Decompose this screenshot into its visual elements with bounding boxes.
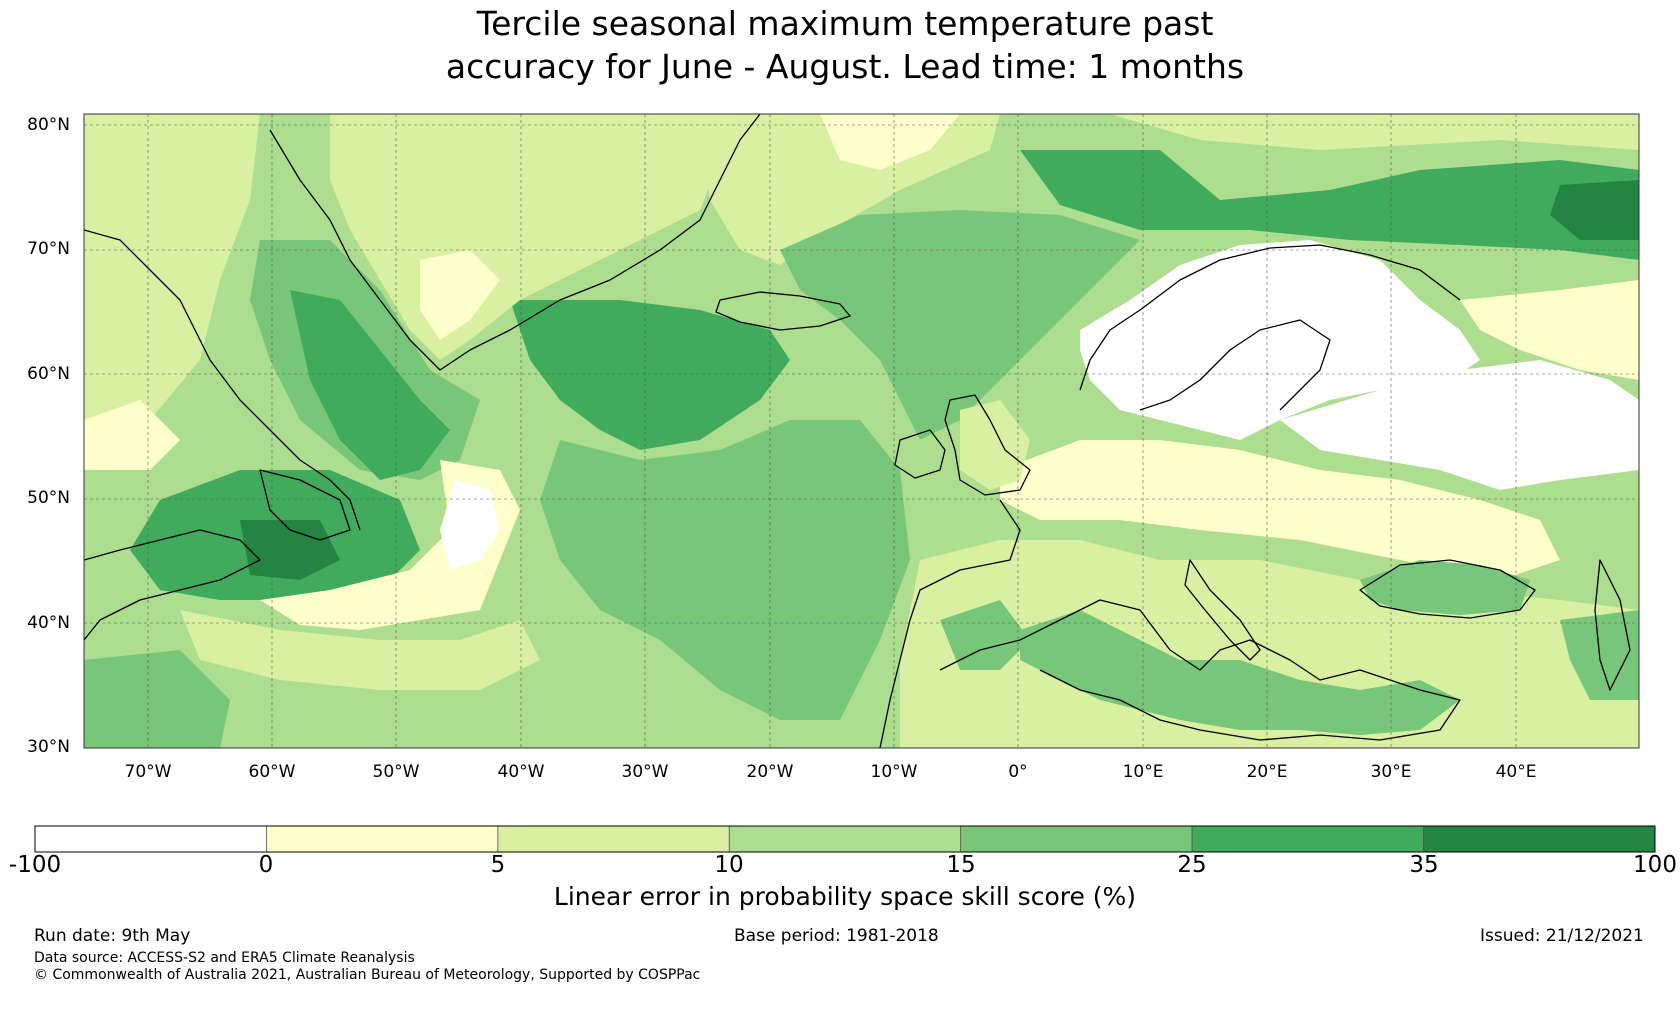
lon-label-40e: 40°E	[1495, 762, 1537, 782]
lon-label-70w: 70°W	[124, 762, 172, 782]
ireland-coast	[894, 429, 946, 479]
title-line-2: accuracy for June - August. Lead time: 1…	[445, 47, 1245, 86]
lat-label-40: 40°N	[27, 613, 70, 633]
britain-coast	[944, 394, 1031, 496]
iberia-green	[940, 600, 1030, 670]
mediterranean-coast	[939, 599, 1461, 741]
central-europe	[1000, 440, 1560, 580]
colorbar-tick-5: 25	[1177, 852, 1207, 878]
coastlines	[84, 114, 1631, 748]
lon-label-10w: 10°W	[870, 762, 918, 782]
canada-yellow	[84, 400, 180, 470]
lon-label-50w: 50°W	[372, 762, 420, 782]
lon-label-30e: 30°E	[1370, 762, 1412, 782]
barents-sea-green	[1020, 150, 1639, 260]
issued-date: Issued: 21/12/2021	[1480, 926, 1644, 946]
title-line-1: Tercile seasonal maximum temperature pas…	[476, 4, 1214, 43]
north-russia-yellow	[1460, 280, 1639, 380]
russia-white	[1280, 360, 1639, 490]
colorbar-tick-4: 15	[946, 852, 976, 878]
chart-title: Tercile seasonal maximum temperature pas…	[0, 2, 1680, 88]
lon-label-20e: 20°E	[1246, 762, 1288, 782]
colorbar-tick-6: 35	[1409, 852, 1439, 878]
mediterranean-sea	[1020, 610, 1460, 735]
colorbar-segment	[1191, 825, 1424, 853]
lat-label-50: 50°N	[27, 488, 70, 508]
colorbar-segment	[1423, 825, 1656, 853]
lat-label-80: 80°N	[27, 115, 70, 135]
colorbar-tick-2: 5	[490, 852, 506, 878]
colorbar-tick-1: 0	[258, 852, 274, 878]
greenland-yellow	[420, 250, 500, 340]
colorbar	[34, 825, 1656, 853]
iceland-coast	[715, 291, 851, 331]
lat-label-60: 60°N	[27, 364, 70, 384]
colorbar-tick-3: 10	[714, 852, 744, 878]
map-field	[84, 114, 1639, 748]
colorbar-frame	[34, 825, 1656, 853]
colorbar-tick-0: -100	[8, 852, 62, 878]
sw-atlantic	[84, 650, 230, 748]
map-frame	[83, 113, 1640, 749]
labrador-coast	[84, 229, 361, 531]
gulf-stream-white	[440, 480, 500, 570]
run-date: Run date: 9th May	[34, 926, 191, 946]
colorbar-tick-7: 100	[1633, 852, 1677, 878]
copyright: © Commonwealth of Australia 2021, Austra…	[34, 967, 701, 983]
baltic-coast	[1139, 319, 1331, 411]
black-sea-coast	[1359, 559, 1536, 619]
lon-label-30w: 30°W	[621, 762, 669, 782]
italy-coast	[1184, 559, 1261, 661]
colorbar-segment	[34, 825, 267, 853]
data-source: Data source: ACCESS-S2 and ERA5 Climate …	[34, 950, 415, 966]
lat-label-70: 70°N	[27, 239, 70, 259]
lon-label-40w: 40°W	[497, 762, 545, 782]
colorbar-segment	[266, 825, 499, 853]
colorbar-segment	[497, 825, 730, 853]
lon-label-60w: 60°W	[248, 762, 296, 782]
colorbar-label: Linear error in probability space skill …	[553, 882, 1137, 911]
canada-east	[84, 114, 260, 440]
norway-coast	[1079, 244, 1461, 391]
lon-label-20w: 20°W	[746, 762, 794, 782]
colorbar-segment	[728, 825, 962, 853]
colorbar-segment	[960, 825, 1193, 853]
lon-label-0: 0°	[1008, 762, 1028, 782]
uk-yellow	[960, 400, 1030, 490]
norwegian-sea	[780, 210, 1140, 440]
svalbard-band	[1110, 114, 1639, 150]
nova-scotia-dark	[240, 520, 340, 580]
greenland-coast	[269, 114, 761, 371]
newfoundland-coast	[259, 469, 351, 541]
lat-label-30: 30°N	[27, 737, 70, 757]
nova-scotia-coast	[84, 529, 261, 641]
lon-label-10e: 10°E	[1122, 762, 1164, 782]
europe-west-coast	[879, 499, 1021, 748]
barents-sea-dark	[1550, 180, 1639, 240]
caspian-coast	[1594, 559, 1631, 691]
arctic-yellow-patch	[820, 114, 960, 170]
gulf-stream-band	[180, 610, 540, 690]
graticule	[84, 114, 1639, 748]
subpolar-atlantic	[510, 300, 790, 450]
black-sea	[1360, 560, 1530, 615]
labrador-dark	[290, 290, 450, 480]
base-period: Base period: 1981-2018	[734, 926, 939, 946]
mid-atlantic	[540, 420, 910, 720]
